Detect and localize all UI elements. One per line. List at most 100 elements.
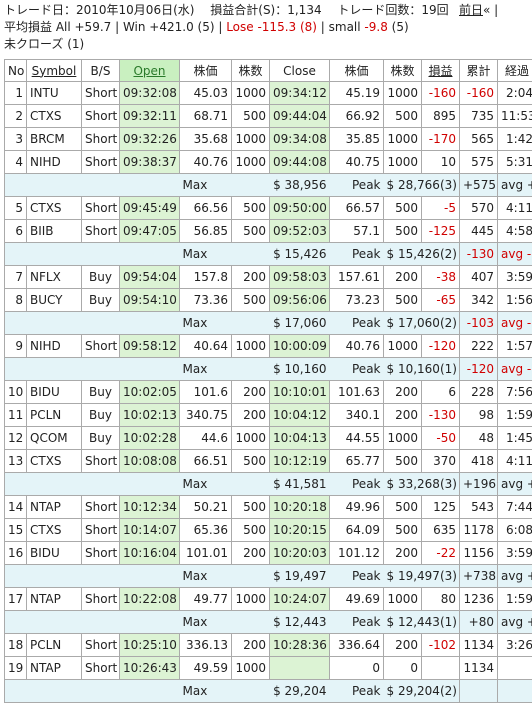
row-close-time: 09:34:08 xyxy=(270,128,330,151)
summary-max-label: Max xyxy=(180,565,232,588)
row-no: 19 xyxy=(5,657,27,680)
summary-avg: avg -51.5 xyxy=(498,312,532,335)
row-close-price: 0 xyxy=(330,657,384,680)
row-pl: -120 xyxy=(422,335,460,358)
row-open-time: 10:12:34 xyxy=(120,496,180,519)
row-no: 11 xyxy=(5,404,27,427)
row-symbol: BRCM xyxy=(27,128,82,151)
summary-peak-value: $ 33,268(3) xyxy=(384,473,460,496)
row-open-price: 44.6 xyxy=(180,427,232,450)
col-pl-sort[interactable]: 損益 xyxy=(422,60,460,82)
row-side: Buy xyxy=(82,404,120,427)
row-pl: 635 xyxy=(422,519,460,542)
summary-peak-value: $ 28,766(3) xyxy=(384,174,460,197)
avg-small-value: -9.8 xyxy=(364,20,387,34)
summary-max-value: $ 29,204 xyxy=(232,680,330,703)
row-symbol: NIHD xyxy=(27,151,82,174)
row-open-price: 45.03 xyxy=(180,82,232,105)
row-cumulative: 418 xyxy=(460,450,498,473)
row-open-qty: 200 xyxy=(232,542,270,565)
row-open-price: 49.77 xyxy=(180,588,232,611)
row-close-price: 49.96 xyxy=(330,496,384,519)
row-symbol: QCOM xyxy=(27,427,82,450)
row-close-price: 336.64 xyxy=(330,634,384,657)
row-close-time: 09:44:04 xyxy=(270,105,330,128)
col-no: No xyxy=(5,60,27,82)
avg-small-count: (5) xyxy=(388,20,409,34)
col-open-sort[interactable]: Open xyxy=(120,60,180,82)
row-cumulative: 98 xyxy=(460,404,498,427)
row-close-qty: 1000 xyxy=(384,128,422,151)
average-pl-line: 平均損益 All +59.7 | Win +421.0 (5) | Lose -… xyxy=(4,19,528,36)
avg-all-win: 平均損益 All +59.7 | Win +421.0 (5) | xyxy=(4,20,226,34)
row-close-qty: 500 xyxy=(384,105,422,128)
row-open-price: 50.21 xyxy=(180,496,232,519)
row-pl: -38 xyxy=(422,266,460,289)
row-open-price: 56.85 xyxy=(180,220,232,243)
row-cumulative: 228 xyxy=(460,381,498,404)
summary-max-label: Max xyxy=(180,680,232,703)
row-pl: -65 xyxy=(422,289,460,312)
row-pl xyxy=(422,657,460,680)
row-open-qty: 500 xyxy=(232,519,270,542)
row-close-qty: 1000 xyxy=(384,588,422,611)
row-no: 15 xyxy=(5,519,27,542)
summary-spacer xyxy=(5,565,180,588)
row-pl: 125 xyxy=(422,496,460,519)
row-cumulative: 1134 xyxy=(460,657,498,680)
row-close-price: 40.75 xyxy=(330,151,384,174)
table-header-row: No Symbol B/S Open 株価 株数 Close 株価 株数 損益 … xyxy=(5,60,532,82)
summary-max-label: Max xyxy=(180,243,232,266)
row-pl: 6 xyxy=(422,381,460,404)
row-no: 5 xyxy=(5,197,27,220)
row-no: 13 xyxy=(5,450,27,473)
summary-spacer xyxy=(5,174,180,197)
row-cumulative: -160 xyxy=(460,82,498,105)
col-symbol-sort[interactable]: Symbol xyxy=(27,60,82,82)
row-side: Short xyxy=(82,542,120,565)
row-close-qty: 500 xyxy=(384,220,422,243)
row-no: 9 xyxy=(5,335,27,358)
row-close-time: 10:20:03 xyxy=(270,542,330,565)
row-side: Short xyxy=(82,519,120,542)
row-no: 14 xyxy=(5,496,27,519)
summary-pl: +196 xyxy=(460,473,498,496)
row-open-time: 10:22:08 xyxy=(120,588,180,611)
row-close-time: 09:44:08 xyxy=(270,151,330,174)
summary-peak-label: Peak xyxy=(330,473,384,496)
row-elapsed xyxy=(498,657,532,680)
summary-max-label: Max xyxy=(180,174,232,197)
row-open-time: 09:54:10 xyxy=(120,289,180,312)
row-elapsed: 1:56 xyxy=(498,289,532,312)
row-open-qty: 200 xyxy=(232,381,270,404)
row-open-time: 10:16:04 xyxy=(120,542,180,565)
row-close-time: 09:58:03 xyxy=(270,266,330,289)
summary-avg: avg +49.0 xyxy=(498,473,532,496)
row-cumulative: 1134 xyxy=(460,634,498,657)
row-open-price: 66.51 xyxy=(180,450,232,473)
row-side: Short xyxy=(82,450,120,473)
row-elapsed: 5:31 xyxy=(498,151,532,174)
row-symbol: CTXS xyxy=(27,105,82,128)
row-cumulative: 407 xyxy=(460,266,498,289)
col-bs: B/S xyxy=(82,60,120,82)
row-no: 18 xyxy=(5,634,27,657)
prev-day-link[interactable]: 前日 xyxy=(459,3,483,17)
row-open-time: 10:14:07 xyxy=(120,519,180,542)
row-close-price: 49.69 xyxy=(330,588,384,611)
summary-peak-label: Peak xyxy=(330,565,384,588)
summary-max-label: Max xyxy=(180,312,232,335)
row-cumulative: 565 xyxy=(460,128,498,151)
summary-spacer xyxy=(5,473,180,496)
summary-peak-label: Peak xyxy=(330,312,384,335)
row-side: Short xyxy=(82,151,120,174)
row-close-qty: 500 xyxy=(384,496,422,519)
row-no: 1 xyxy=(5,82,27,105)
